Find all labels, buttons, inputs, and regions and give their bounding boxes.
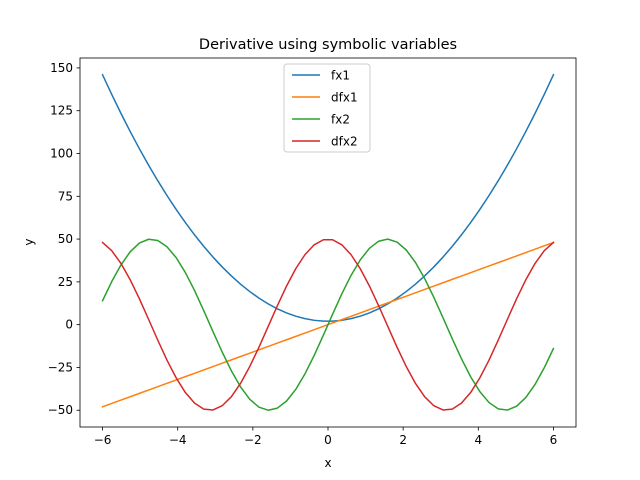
legend-items: fx1 dfx1 fx2 dfx2 xyxy=(292,69,358,149)
y-tick-label: 0 xyxy=(65,318,73,332)
y-tick-label: −50 xyxy=(48,403,73,417)
y-tick-label: 125 xyxy=(50,104,73,118)
x-tick-label: −2 xyxy=(244,433,262,447)
series-line-dfx2 xyxy=(101,238,555,411)
y-axis-label: y xyxy=(22,238,36,245)
series-line-fx2 xyxy=(101,238,555,411)
x-tick-label: 0 xyxy=(324,433,332,447)
legend-box xyxy=(283,63,371,153)
legend-label-dfx2: dfx2 xyxy=(331,135,358,149)
legend-label-dfx1: dfx1 xyxy=(331,91,358,105)
ticks-layer: −6 −4 −2 0 2 4 6 −50 −25 0 25 50 75 100 125 150 xyxy=(48,61,558,447)
legend: fx1 dfx1 fx2 dfx2 xyxy=(283,63,371,153)
x-tick-label: −6 xyxy=(94,433,112,447)
x-tick-label: 2 xyxy=(399,433,407,447)
y-tick-label: −25 xyxy=(48,360,73,374)
legend-label-fx1: fx1 xyxy=(331,69,350,83)
y-tick-label: 25 xyxy=(58,275,73,289)
series-layer xyxy=(101,73,555,411)
plot-frame xyxy=(79,57,577,428)
y-tick-label: 50 xyxy=(58,232,73,246)
y-tick-label: 150 xyxy=(50,61,73,75)
chart-title: Derivative using symbolic variables xyxy=(199,37,457,53)
legend-label-fx2: fx2 xyxy=(331,113,350,127)
x-tick-label: 4 xyxy=(474,433,482,447)
series-line-fx1 xyxy=(101,73,555,322)
x-tick-label: −4 xyxy=(169,433,187,447)
x-tick-label: 6 xyxy=(550,433,558,447)
x-axis-label: x xyxy=(324,456,331,470)
y-tick-label: 75 xyxy=(58,189,73,203)
y-tick-label: 100 xyxy=(50,147,73,161)
